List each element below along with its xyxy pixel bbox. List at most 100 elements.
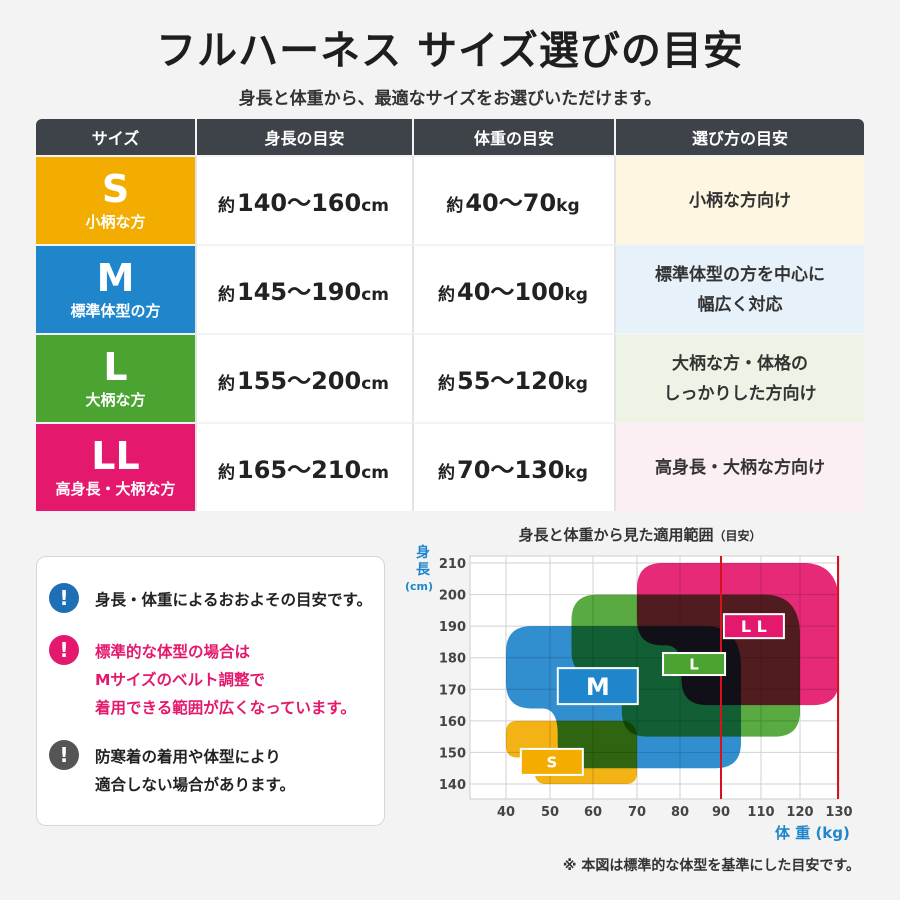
region-labels: S M L L L <box>519 613 785 776</box>
weight-cell: 約55〜120kg <box>412 333 614 422</box>
y-tick-label: 160 <box>439 715 466 730</box>
guide-line: 標準体型の方を中心に <box>655 264 825 285</box>
weight-range: 40〜70 <box>465 189 557 217</box>
region-label-s: S <box>546 753 557 771</box>
height-cell: 約145〜190cm <box>195 244 412 333</box>
region-label-m: M <box>586 673 610 701</box>
exclamation-icon: ! <box>49 740 79 770</box>
region-label-box <box>556 667 639 706</box>
page-subtitle: 身長と体重から、最適なサイズをお選びいただけます。 <box>238 89 662 109</box>
note-text: 標準的な体型の場合は Mサイズのベルト調整で 着用できる範囲が広くなっています。 <box>95 638 385 722</box>
guide-line: 小柄な方向け <box>689 190 791 211</box>
y-tick-label: 210 <box>439 557 466 572</box>
size-letter: LL <box>91 434 140 478</box>
note-line: 身長・体重によるおおよその目安です。 <box>95 591 372 609</box>
height-cell: 約140〜160cm <box>195 155 412 244</box>
unit: cm <box>361 285 389 305</box>
header-guide: 選び方の目安 <box>614 119 864 155</box>
table-header-row: サイズ 身長の目安 体重の目安 選び方の目安 <box>36 119 864 155</box>
note-text: 防寒着の着用や体型により 適合しない場合があります。 <box>95 743 385 799</box>
x-tick-label: 50 <box>541 805 559 820</box>
note-text: 身長・体重によるおおよその目安です。 <box>95 586 385 614</box>
size-description: 小柄な方 <box>85 213 146 231</box>
prefix: 約 <box>438 374 455 394</box>
axis-ticks: 40 50 60 70 80 90 110 120 130 140 150 160 170 180 190 2… <box>439 557 853 820</box>
header-size: サイズ <box>36 119 195 155</box>
region-label-box <box>722 613 785 640</box>
size-letter: L <box>103 345 128 389</box>
page-title: フルハーネス サイズ選びの目安 <box>156 28 744 74</box>
x-tick-label: 90 <box>712 805 730 820</box>
y-tick-label: 200 <box>439 589 466 604</box>
x-axis-label: 体 重 (kg) <box>775 824 850 842</box>
unit: kg <box>556 196 580 216</box>
footnote: ※ 本図は標準的な体型を基準にした目安です。 <box>562 858 860 874</box>
unit: kg <box>564 374 588 394</box>
size-description: 高身長・大柄な方 <box>55 480 176 498</box>
weight-cell: 約70〜130kg <box>412 422 614 511</box>
height-range: 155〜200 <box>237 367 362 395</box>
table-row-l: L 大柄な方 約155〜200cm 約55〜120kg 大柄な方・体格の しっかり… <box>36 333 864 422</box>
note-line: 防寒着の着用や体型により <box>95 748 281 766</box>
table-row-m: M 標準体型の方 約145〜190cm 約40〜100kg 標準体型の方を中心に… <box>36 244 864 333</box>
size-description: 標準体型の方 <box>70 302 161 320</box>
size-cell: LL 高身長・大柄な方 <box>36 422 195 511</box>
unit: kg <box>564 463 588 483</box>
size-letter: S <box>101 167 130 211</box>
height-range: 145〜190 <box>237 278 362 306</box>
prefix: 約 <box>218 285 235 305</box>
unit: kg <box>564 285 588 305</box>
y-axis-label: 身長 <box>416 545 430 578</box>
chart-title-note: （目安） <box>713 529 762 543</box>
x-tick-label: 60 <box>584 805 602 820</box>
exclamation-icon: ! <box>49 583 79 613</box>
y-tick-label: 150 <box>439 746 466 761</box>
height-cell: 約165〜210cm <box>195 422 412 511</box>
y-tick-label: 180 <box>439 652 466 667</box>
guide-line: 幅広く対応 <box>697 294 783 315</box>
y-axis-unit: (cm) <box>405 580 434 593</box>
size-letter: M <box>96 256 135 300</box>
table-row-s: S 小柄な方 約140〜160cm 約 40〜70kg 小柄な方向け <box>36 155 864 244</box>
notes-box: ! 身長・体重によるおおよその目安です。 ! 標準的な体型の場合は Mサイズのベ… <box>36 556 385 826</box>
note-line: 標準的な体型の場合は <box>95 643 251 661</box>
y-tick-label: 190 <box>439 620 466 635</box>
weight-range: 55〜120 <box>457 367 565 395</box>
guide-cell: 大柄な方・体格の しっかりした方向け <box>614 333 864 422</box>
height-range: 140〜160 <box>237 189 362 217</box>
chart-title: 身長と体重から見た適用範囲（目安） <box>450 524 830 545</box>
x-tick-label: 40 <box>497 805 515 820</box>
unit: cm <box>361 196 389 216</box>
x-tick-label: 70 <box>628 805 646 820</box>
prefix: 約 <box>218 374 235 394</box>
region-label-box <box>519 747 584 776</box>
x-tick-label: 80 <box>671 805 689 820</box>
region-label-ll: L L <box>741 617 767 636</box>
x-tick-label: 130 <box>825 805 852 820</box>
height-cell: 約155〜200cm <box>195 333 412 422</box>
size-cell: L 大柄な方 <box>36 333 195 422</box>
note-line: Mサイズのベルト調整で <box>95 671 265 689</box>
header-weight: 体重の目安 <box>412 119 614 155</box>
guide-cell: 小柄な方向け <box>614 155 864 244</box>
unit: cm <box>361 463 389 483</box>
size-cell: M 標準体型の方 <box>36 244 195 333</box>
x-tick-label: 120 <box>786 805 813 820</box>
x-tick-label: 110 <box>747 805 774 820</box>
region-label-box <box>662 652 727 677</box>
size-description: 大柄な方 <box>85 391 146 409</box>
guide-line: しっかりした方向け <box>663 383 817 404</box>
guide-line: 大柄な方・体格の <box>672 353 808 374</box>
height-range: 165〜210 <box>237 456 362 484</box>
prefix: 約 <box>438 285 455 305</box>
table-row-ll: LL 高身長・大柄な方 約165〜210cm 約70〜130kg 高身長・大柄な… <box>36 422 864 511</box>
weight-cell: 約40〜100kg <box>412 244 614 333</box>
prefix: 約 <box>218 196 235 216</box>
size-cell: S 小柄な方 <box>36 155 195 244</box>
y-tick-label: 170 <box>439 683 466 698</box>
exclamation-icon: ! <box>49 635 79 665</box>
unit: cm <box>361 374 389 394</box>
size-table: サイズ 身長の目安 体重の目安 選び方の目安 S 小柄な方 約140〜160cm… <box>36 119 864 511</box>
guide-cell: 標準体型の方を中心に 幅広く対応 <box>614 244 864 333</box>
